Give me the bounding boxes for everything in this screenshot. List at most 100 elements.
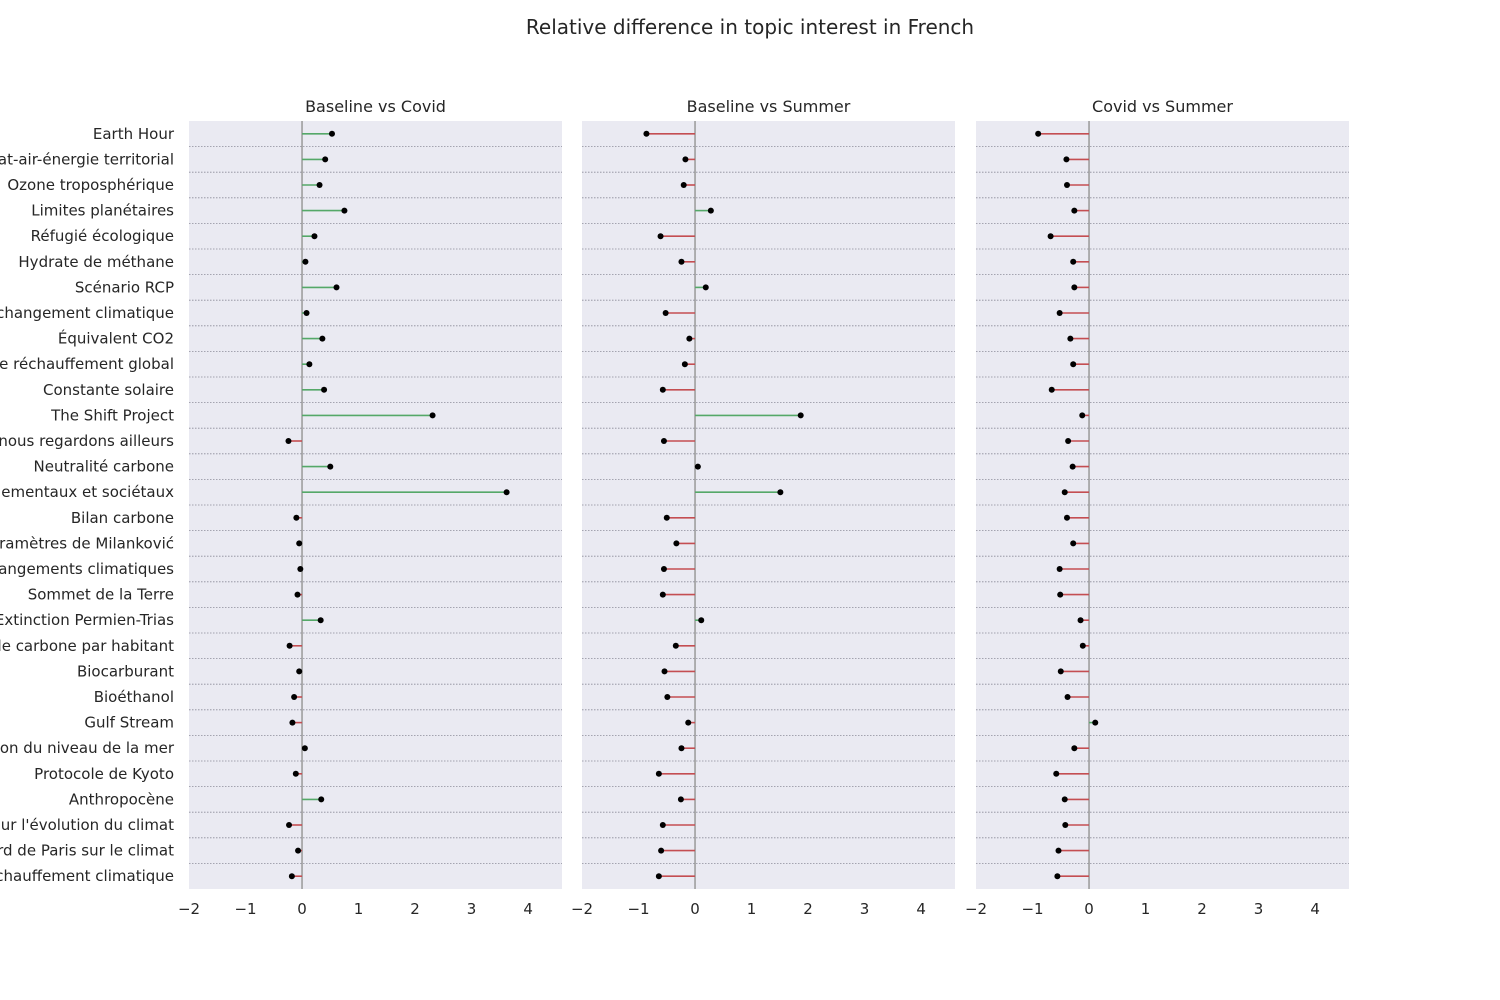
data-point xyxy=(1065,438,1072,444)
data-point xyxy=(686,335,693,342)
data-point xyxy=(328,130,335,137)
data-point xyxy=(341,207,348,214)
data-point xyxy=(1071,745,1078,752)
data-point xyxy=(1054,873,1061,880)
category-label: Liste des pays par émissions de dioxyde … xyxy=(0,637,174,655)
x-tick-label: −1 xyxy=(234,900,256,918)
category-label: Limites planétaires xyxy=(31,202,174,220)
panel-1: Baseline vs Covid −2 −1 0 1 2 3 4 xyxy=(178,97,562,918)
data-point xyxy=(1061,796,1068,803)
data-point xyxy=(678,745,685,752)
x-tick-label: −1 xyxy=(1021,900,1043,918)
data-point xyxy=(655,770,662,777)
data-point xyxy=(296,540,303,547)
data-point xyxy=(1063,156,1070,163)
data-point xyxy=(657,233,664,240)
data-point xyxy=(317,617,324,624)
x-tick-label: 3 xyxy=(1254,900,1264,918)
data-point xyxy=(1070,361,1077,368)
data-point xyxy=(301,745,308,752)
data-point xyxy=(678,258,685,265)
data-point xyxy=(1067,335,1074,342)
panel-title: Baseline vs Summer xyxy=(687,97,851,116)
x-tick-label: 3 xyxy=(860,900,870,918)
panel-2: Baseline vs Summer −2 −1 0 1 2 3 4 xyxy=(571,97,955,918)
data-point xyxy=(1063,514,1070,521)
x-tick-label: −1 xyxy=(627,900,649,918)
data-point xyxy=(1092,719,1099,726)
data-point xyxy=(1055,847,1062,854)
x-tick-label: 4 xyxy=(1310,900,1320,918)
data-point xyxy=(1077,617,1084,624)
data-point xyxy=(1079,642,1086,649)
category-label: Anthropocène xyxy=(69,790,174,808)
category-label: Neutralité carbone xyxy=(34,458,174,476)
category-label: Effets du changement climatique sur les … xyxy=(0,483,174,501)
data-point xyxy=(1070,540,1077,547)
data-point xyxy=(1056,566,1063,572)
data-point xyxy=(698,617,705,624)
category-label: Sommet de la Terre xyxy=(28,586,174,604)
x-tick-label: 2 xyxy=(1197,900,1207,918)
data-point xyxy=(660,438,667,444)
category-label: Convention-cadre des Nations unies sur l… xyxy=(0,560,174,578)
data-point xyxy=(311,233,318,240)
category-label: Réfugié écologique xyxy=(31,227,174,245)
category-label: Scénario RCP xyxy=(75,278,174,296)
data-point xyxy=(1069,463,1076,470)
category-label: Biocarburant xyxy=(77,662,174,680)
data-point xyxy=(319,335,326,342)
category-label: Extinction Permien-Trias xyxy=(0,611,174,629)
data-point xyxy=(1057,668,1064,675)
data-point xyxy=(673,540,680,547)
data-point xyxy=(643,130,650,137)
data-point xyxy=(291,694,298,700)
x-tick-label: 1 xyxy=(354,900,364,918)
data-point xyxy=(1056,310,1063,316)
data-point xyxy=(1071,207,1078,214)
category-labels: Earth Hour Plan climat-air-énergie territ… xyxy=(0,125,175,885)
panel-title: Covid vs Summer xyxy=(1092,97,1233,116)
data-point xyxy=(288,873,295,880)
data-point xyxy=(662,310,669,316)
data-point xyxy=(1070,258,1077,265)
category-label: Gulf Stream xyxy=(84,714,174,732)
data-point xyxy=(1035,130,1042,137)
data-point xyxy=(303,310,310,316)
data-point xyxy=(286,642,293,649)
x-tick-label: 2 xyxy=(410,900,420,918)
data-point xyxy=(672,642,679,649)
data-point xyxy=(1048,386,1055,393)
data-point xyxy=(292,770,299,777)
data-point xyxy=(707,207,714,214)
data-point xyxy=(694,463,701,470)
data-point xyxy=(680,182,687,188)
category-label: Accord de Paris sur le climat xyxy=(0,842,174,860)
x-tick-label: 4 xyxy=(523,900,533,918)
category-label: Earth Hour xyxy=(93,125,175,143)
data-point xyxy=(658,847,665,854)
data-point xyxy=(289,719,296,726)
chart-title: Relative difference in topic interest in… xyxy=(526,15,974,39)
category-label: Constante solaire xyxy=(43,381,174,399)
category-label: Paramètres de Milanković xyxy=(0,534,174,552)
panel-title: Baseline vs Covid xyxy=(305,97,446,116)
data-point xyxy=(1071,284,1078,291)
category-label: Notre maison brûle et nous regardons ail… xyxy=(0,432,174,450)
data-point xyxy=(682,156,689,163)
x-tick-label: 1 xyxy=(747,900,757,918)
data-point xyxy=(1079,412,1086,419)
data-point xyxy=(1057,591,1064,598)
data-point xyxy=(429,412,436,419)
x-tick-label: 3 xyxy=(467,900,477,918)
x-tick-label: 4 xyxy=(916,900,926,918)
x-tick-label: 1 xyxy=(1141,900,1151,918)
data-point xyxy=(655,873,662,880)
category-label: Hydrate de méthane xyxy=(18,253,174,271)
data-point xyxy=(302,258,309,265)
category-label: Élévation du niveau de la mer xyxy=(0,738,175,757)
data-point xyxy=(1064,694,1071,700)
data-point xyxy=(702,284,709,291)
